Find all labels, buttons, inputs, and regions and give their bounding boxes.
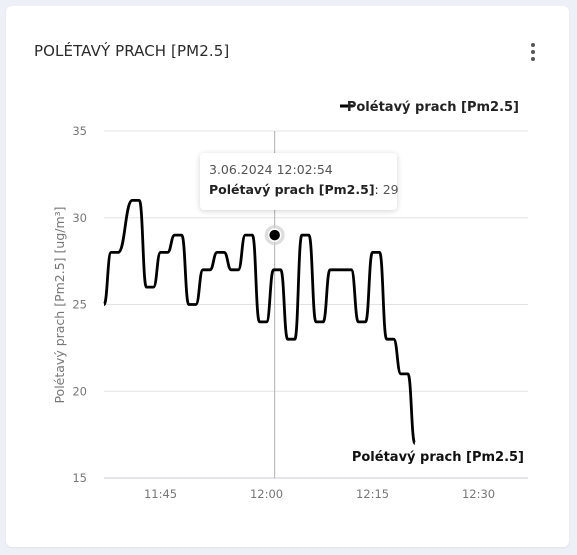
- y-tick-label: 25: [72, 298, 87, 312]
- tooltip-value: 29: [382, 182, 399, 197]
- x-tick-label: 12:30: [462, 487, 495, 501]
- legend-label: Polétavý prach [Pm2.5]: [347, 100, 519, 115]
- hover-point: [267, 228, 282, 242]
- card-title: POLÉTAVÝ PRACH [PM2.5]: [34, 42, 230, 60]
- series-line: [102, 198, 417, 445]
- chart-tooltip: 3.06.2024 12:02:54 Polétavý prach [Pm2.5…: [200, 153, 399, 210]
- tooltip-series-name: Polétavý prach [Pm2.5]: [209, 182, 375, 197]
- tooltip-date: 3.06.2024 12:02:54: [209, 162, 333, 177]
- tooltip-row: Polétavý prach [Pm2.5]: 29: [209, 182, 399, 197]
- y-tick-label: 15: [72, 471, 87, 485]
- x-tick-label: 12:15: [356, 487, 389, 501]
- y-tick-label: 20: [72, 384, 87, 398]
- series-end-label: Polétavý prach [Pm2.5]: [352, 450, 524, 465]
- x-tick-label: 11:45: [144, 487, 177, 501]
- more-options-icon[interactable]: [525, 40, 541, 64]
- x-tick-label: 12:00: [250, 487, 283, 501]
- y-axis-label: Polétavý prach [Pm2.5] [ug/m³]: [52, 206, 67, 403]
- y-tick-label: 35: [72, 124, 87, 138]
- chart-card: POLÉTAVÝ PRACH [PM2.5]: [6, 6, 569, 547]
- y-tick-label: 30: [72, 211, 87, 225]
